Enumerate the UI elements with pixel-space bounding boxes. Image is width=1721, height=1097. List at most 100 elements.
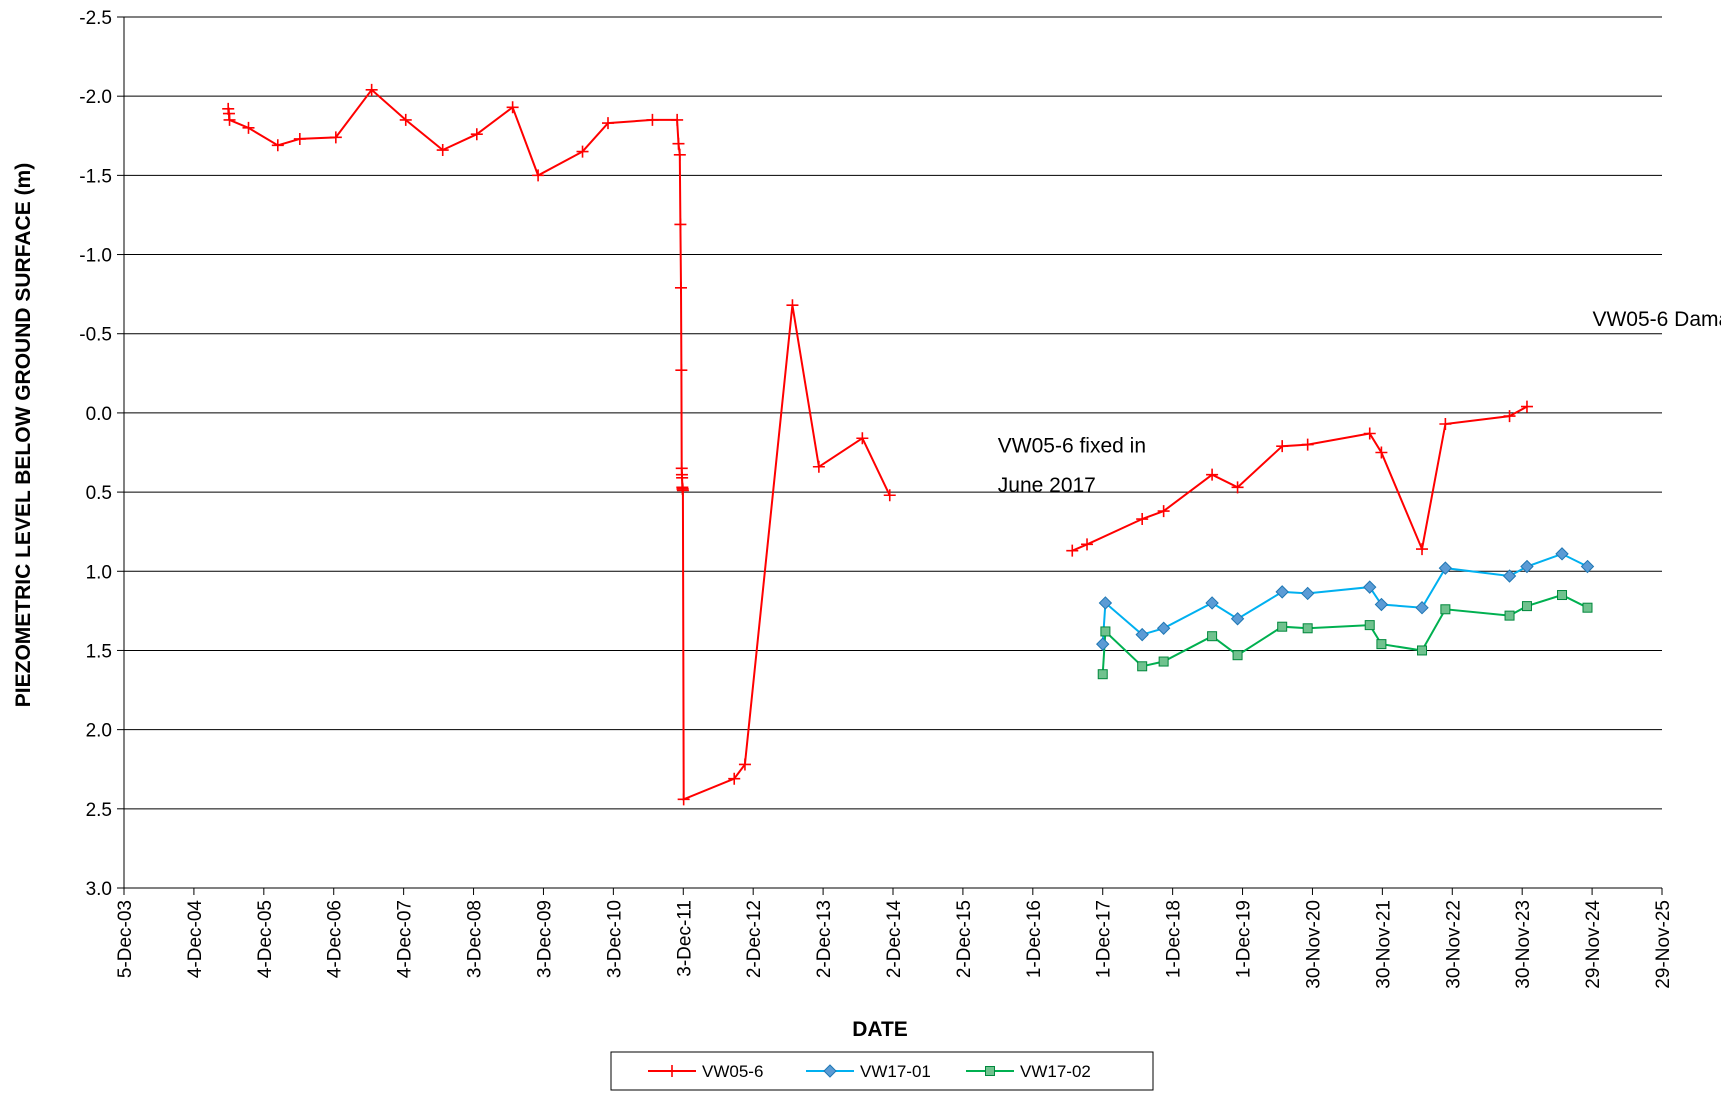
data-point-plus <box>677 793 690 806</box>
data-point-plus <box>271 139 284 152</box>
legend-items: VW05-6 VW17-01 VW17-02 <box>648 1062 1091 1081</box>
y-tick-label: -1.5 <box>79 166 112 187</box>
data-point-plus <box>728 772 741 785</box>
data-point-plus <box>293 132 306 145</box>
data-point-plus <box>1439 417 1452 430</box>
legend-label: VW17-01 <box>860 1062 931 1081</box>
data-point-square <box>1158 656 1169 667</box>
data-point-diamond <box>823 1064 837 1078</box>
data-point-diamond <box>1135 627 1149 642</box>
data-point-square <box>1376 639 1387 650</box>
data-point-plus <box>674 281 687 294</box>
data-point-plus <box>671 113 684 126</box>
data-point-plus <box>673 148 686 161</box>
gridlines <box>124 16 1662 889</box>
data-point-plus <box>1520 400 1533 413</box>
data-point-square <box>1504 610 1515 621</box>
data-point-square <box>1364 620 1375 631</box>
data-point-plus <box>738 758 751 771</box>
data-point-square <box>1302 623 1313 634</box>
x-tick-label: 3-Dec-11 <box>674 900 695 977</box>
legend-box <box>610 1051 1154 1091</box>
data-point-square <box>1521 601 1532 612</box>
x-tick-label: 3-Dec-08 <box>465 900 486 978</box>
y-tick-label: -1.0 <box>79 246 112 267</box>
data-point-diamond <box>1363 580 1377 594</box>
data-point-plus <box>883 489 896 502</box>
data-point-plus <box>329 131 342 144</box>
data-point-plus <box>676 484 689 497</box>
data-point-square <box>1440 604 1451 615</box>
annotation-label: June 2017 <box>998 474 1096 497</box>
data-point-plus <box>856 432 869 445</box>
data-point-plus <box>1231 481 1244 494</box>
y-tick-label: 1.5 <box>86 641 112 662</box>
y-tick-label: -0.5 <box>79 325 112 346</box>
data-point-plus <box>646 113 659 126</box>
data-point-plus <box>812 460 825 473</box>
series-line-vw17-01 <box>1101 552 1588 645</box>
x-tick-label: 30-Nov-23 <box>1513 900 1534 989</box>
x-tick-label: 30-Nov-21 <box>1373 900 1394 989</box>
data-point-plus <box>1136 513 1149 526</box>
x-tick-label: 4-Dec-07 <box>395 900 416 978</box>
axes <box>123 17 1662 889</box>
data-point-diamond <box>1520 559 1534 574</box>
data-point-square <box>1137 661 1148 672</box>
y-tick-label: 2.5 <box>86 800 112 821</box>
data-point-diamond <box>1502 569 1517 583</box>
annotations: VW05-6 Damaged VW05-6 fixed in June 2017 <box>998 308 1721 497</box>
data-point-square <box>1207 631 1218 642</box>
x-tick-label: 29-Nov-25 <box>1653 900 1674 989</box>
data-point-plus <box>672 137 685 150</box>
x-tick-label: 1-Dec-19 <box>1234 900 1255 978</box>
data-point-plus <box>602 117 615 130</box>
x-tick-label: 30-Nov-20 <box>1303 900 1324 989</box>
x-tick-label: 1-Dec-16 <box>1024 900 1045 978</box>
x-tick-label: 30-Nov-22 <box>1443 900 1464 989</box>
y-tick-label: -2.0 <box>79 87 112 108</box>
data-point-plus <box>1301 438 1314 451</box>
data-point-diamond <box>1098 596 1113 610</box>
data-point-diamond <box>1555 547 1569 561</box>
data-point-plus <box>365 83 378 96</box>
data-point-diamond <box>1230 612 1245 626</box>
y-tick-label: 1.0 <box>86 562 112 583</box>
y-tick-label: 2.0 <box>86 721 112 742</box>
x-tick-label: 29-Nov-24 <box>1583 900 1604 989</box>
data-point-plus <box>1503 410 1516 423</box>
x-tick-label: 2-Dec-12 <box>744 900 765 978</box>
data-point-plus <box>1276 440 1289 453</box>
legend-label: VW05-6 <box>702 1062 763 1081</box>
y-tick-label: 0.5 <box>86 483 112 504</box>
data-point-square <box>1582 602 1593 613</box>
series-markers <box>222 83 1595 806</box>
data-point-plus <box>1206 468 1219 481</box>
x-tick-label: 1-Dec-17 <box>1094 900 1115 978</box>
y-tick-label: 3.0 <box>86 879 112 900</box>
data-point-square <box>1417 645 1428 656</box>
x-axis-ticks: 5-Dec-03 4-Dec-04 4-Dec-05 4-Dec-06 4-Dec-07… <box>115 888 1674 989</box>
x-tick-label: 2-Dec-14 <box>884 900 905 979</box>
x-tick-label: 1-Dec-18 <box>1164 900 1185 978</box>
data-point-diamond <box>1300 586 1315 601</box>
data-point-square <box>1097 669 1108 680</box>
x-axis-title: DATE <box>852 1018 908 1041</box>
y-tick-label: -2.5 <box>79 8 112 29</box>
data-point-diamond <box>1580 559 1595 574</box>
x-tick-label: 4-Dec-06 <box>325 900 346 978</box>
data-point-square <box>1100 626 1111 637</box>
data-point-plus <box>223 113 236 126</box>
data-point-plus <box>242 121 255 134</box>
x-tick-label: 2-Dec-15 <box>954 900 975 978</box>
data-point-plus <box>1157 505 1170 518</box>
x-tick-label: 2-Dec-13 <box>814 900 835 978</box>
data-point-plus <box>1066 544 1079 557</box>
y-tick-label: 0.0 <box>86 404 112 425</box>
data-point-plus <box>1375 446 1388 459</box>
series-lines <box>227 88 1588 801</box>
data-point-plus <box>576 145 589 158</box>
x-tick-label: 3-Dec-09 <box>534 900 555 978</box>
